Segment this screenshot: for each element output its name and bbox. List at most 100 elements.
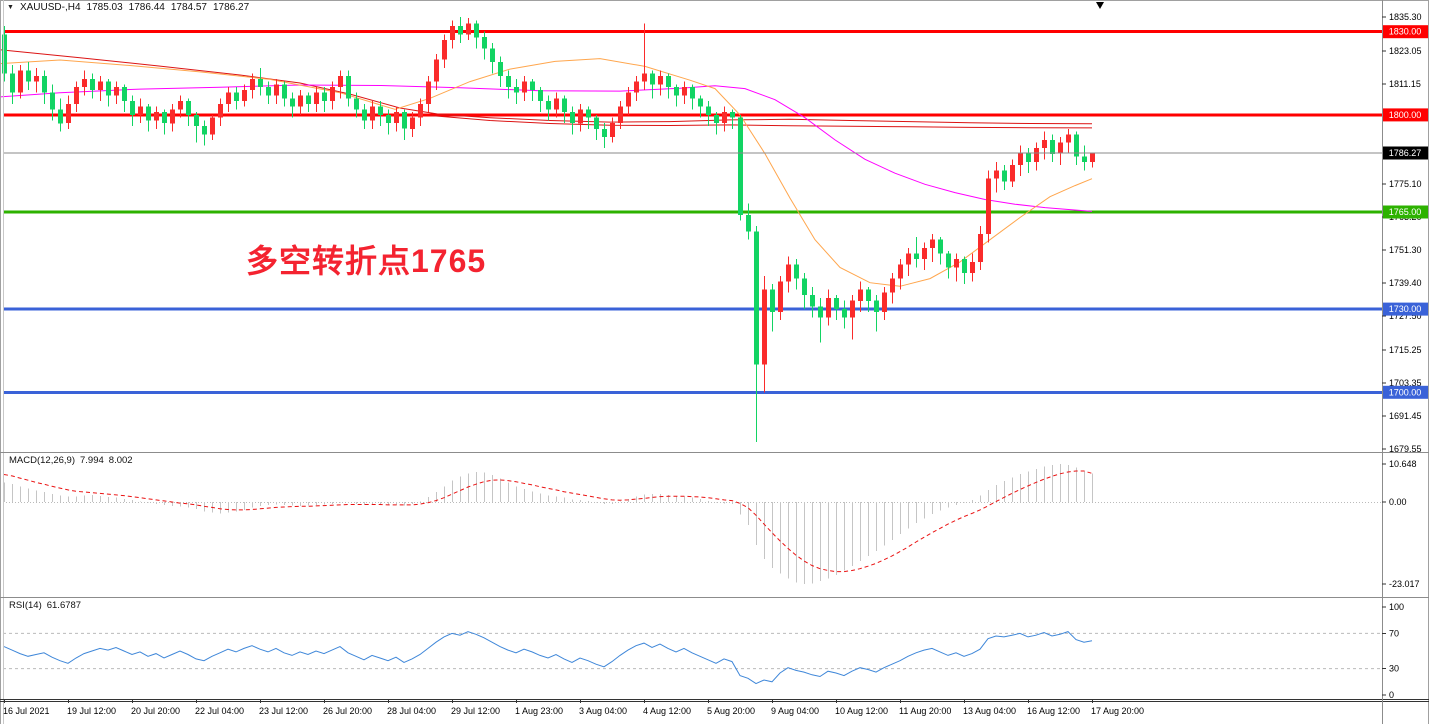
candle [722,106,727,132]
candle [290,92,295,118]
macd-name: MACD(12,26,9) [9,455,75,466]
ohlc-high: 1786.44 [128,2,165,13]
candle [810,286,815,318]
candle [346,70,351,107]
candle [922,242,927,271]
candle [602,123,607,149]
chart-shift-marker[interactable] [1096,2,1104,9]
price-tick-label: 1727.50 [1389,311,1422,321]
chart-text-annotation[interactable]: 多空转折点1765 [246,243,487,279]
macd-main-value: 7.994 [80,455,104,466]
candle [34,67,39,93]
svg-text:1800.00: 1800.00 [1389,110,1422,120]
candle [778,275,783,321]
price-axis[interactable]: 1835.301823.051811.151775.101763.201751.… [1382,12,1422,454]
candle [1050,134,1055,163]
price-badge-1700.00: 1700.00 [1383,385,1428,399]
candle [298,89,303,115]
candle [698,95,703,118]
candle [714,112,719,135]
candle [282,81,287,107]
candle [554,92,559,118]
candle [466,17,471,40]
macd-tick-label: 10.648 [1389,459,1417,469]
candle [642,23,647,90]
candle [154,106,159,129]
candle [434,53,439,90]
candle [210,114,215,140]
candle [354,92,359,118]
candle [762,275,767,393]
rsi-tick-label: 70 [1389,628,1399,638]
candle [890,273,895,304]
candle [202,120,207,146]
candle [658,70,663,96]
svg-text:1830.00: 1830.00 [1389,27,1422,37]
rsi-name: RSI(14) [9,600,42,611]
candle [1026,148,1031,174]
candle [66,95,71,129]
price-tick-label: 1751.30 [1389,245,1422,255]
time-axis[interactable]: 16 Jul 2021 19 Jul 12:00 20 Jul 20:00 22 Ju… [3,699,1144,716]
candle [794,259,799,290]
candle [426,76,431,113]
ma-orange [0,58,1093,287]
time-tick-label: 1 Aug 23:00 [515,706,563,716]
candle [74,81,79,113]
symbol-timeframe-label: XAUUSD-,H4 [19,2,81,13]
candle [322,87,327,113]
price-tick-label: 1811.15 [1389,79,1421,89]
candle [986,170,991,243]
macd-signal-value: 8.002 [108,455,133,466]
candle [634,76,639,101]
time-tick-label: 4 Aug 12:00 [643,706,691,716]
price-tick-label: 1739.40 [1389,278,1422,288]
candle [866,286,871,312]
current-price-badge: 1786.27 [1383,146,1428,160]
time-tick-label: 10 Aug 12:00 [835,706,888,716]
candle [442,34,447,68]
candle [26,62,31,90]
rsi-value: 61.6787 [46,600,82,611]
candle [538,87,543,113]
candle [570,106,575,135]
candle [146,103,151,132]
candle [266,81,271,104]
time-tick-label: 3 Aug 04:00 [579,706,627,716]
candle [1066,128,1071,154]
time-tick-label: 23 Jul 12:00 [259,706,308,716]
candle [578,103,583,132]
candle [874,295,879,332]
macd-tick-label: 0.00 [1389,497,1407,507]
candle [898,259,903,290]
candle [730,109,735,129]
candle [1018,145,1023,176]
candle [186,98,191,126]
rsi-tick-label: 30 [1389,664,1399,674]
candle [178,95,183,118]
symbol-dropdown-icon[interactable]: ▼ [7,4,14,11]
candle [562,95,567,124]
candle [490,42,495,74]
candles-layer [2,17,1095,443]
candle [954,253,959,282]
candle [1082,145,1087,171]
price-badge-1800.00: 1800.00 [1383,108,1428,122]
candle [1034,142,1039,171]
candle [1042,131,1047,160]
rsi-tick-label: 0 [1389,690,1394,700]
candle [234,87,239,110]
candle [1074,131,1079,165]
candle [378,101,383,126]
time-tick-label: 5 Aug 20:00 [707,706,755,716]
macd-tick-label: -23.017 [1389,579,1420,589]
candle [906,248,911,276]
candle [18,65,23,99]
candle [746,203,751,240]
ohlc-open: 1785.03 [86,2,123,13]
candle [946,250,951,279]
candle [90,73,95,99]
macd-indicator-label: MACD(12,26,9) 7.994 8.002 [9,455,133,466]
candle [650,70,655,99]
